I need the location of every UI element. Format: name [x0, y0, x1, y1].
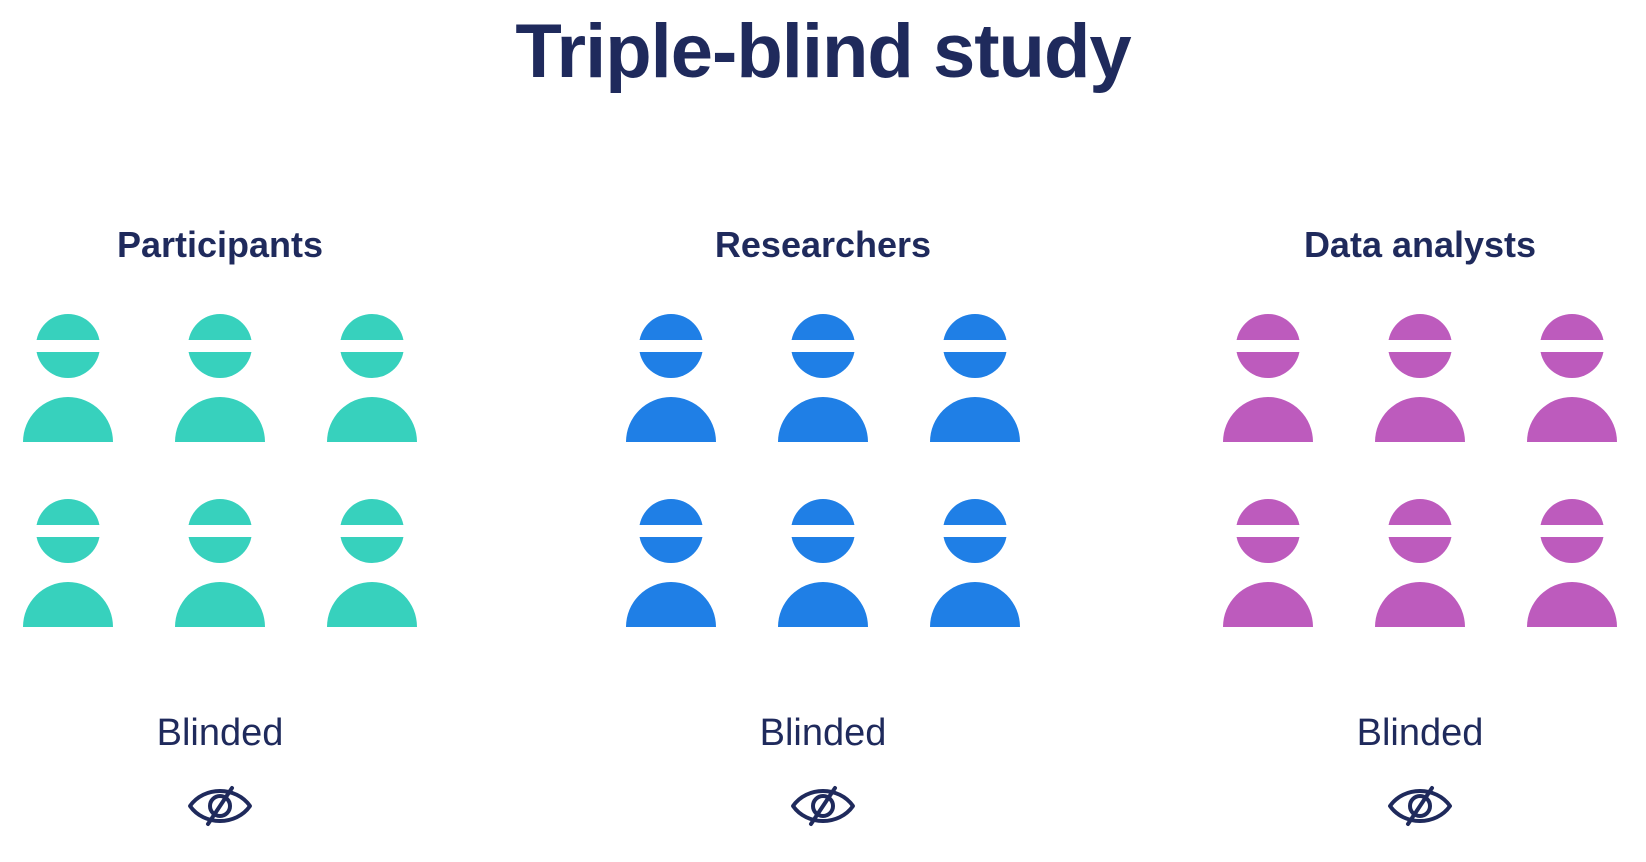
person-blindfolded-icon — [1375, 314, 1465, 442]
person-blindfolded-icon — [1527, 499, 1617, 627]
eye-slash-icon — [791, 786, 855, 826]
group-label: Data analysts — [1303, 224, 1537, 265]
status-label: Blinded — [759, 712, 887, 754]
person-blindfolded-icon — [626, 314, 716, 442]
eye-slash-icon — [1388, 786, 1452, 826]
person-blindfolded-icon — [1375, 499, 1465, 627]
person-blindfolded-icon — [930, 314, 1020, 442]
person-blindfolded-icon — [930, 499, 1020, 627]
person-blindfolded-icon — [1527, 314, 1617, 442]
person-blindfolded-icon — [175, 499, 265, 627]
people-grid — [1223, 314, 1617, 627]
person-blindfolded-icon — [778, 499, 868, 627]
status-label: Blinded — [156, 712, 284, 754]
person-blindfolded-icon — [23, 499, 113, 627]
people-grid — [626, 314, 1020, 627]
person-blindfolded-icon — [327, 314, 417, 442]
person-blindfolded-icon — [327, 499, 417, 627]
people-grid — [23, 314, 417, 627]
person-blindfolded-icon — [1223, 499, 1313, 627]
person-blindfolded-icon — [23, 314, 113, 442]
person-blindfolded-icon — [626, 499, 716, 627]
person-blindfolded-icon — [175, 314, 265, 442]
group-label: Participants — [116, 224, 324, 265]
person-blindfolded-icon — [778, 314, 868, 442]
page-title: Triple-blind study — [515, 9, 1131, 94]
person-blindfolded-icon — [1223, 314, 1313, 442]
status-label: Blinded — [1356, 712, 1484, 754]
group-label: Researchers — [714, 224, 932, 265]
eye-slash-icon — [188, 786, 252, 826]
